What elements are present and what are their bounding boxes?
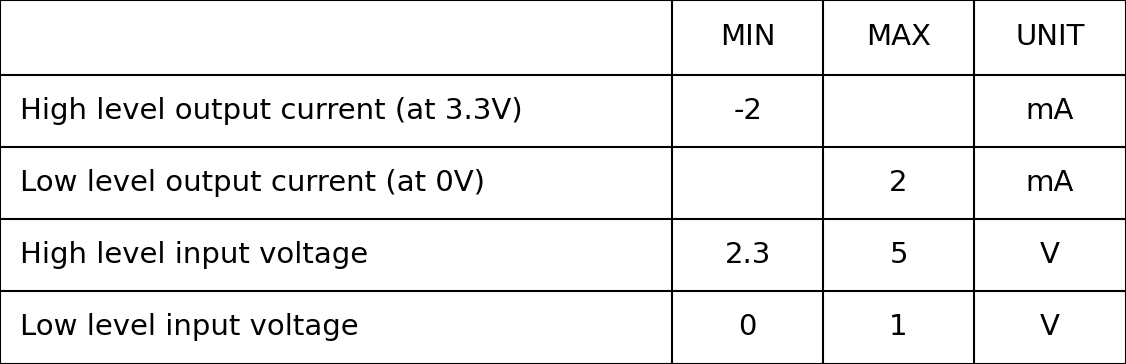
Text: High level input voltage: High level input voltage: [20, 241, 368, 269]
Text: V: V: [1040, 313, 1060, 341]
Text: High level output current (at 3.3V): High level output current (at 3.3V): [20, 97, 522, 124]
Text: MIN: MIN: [720, 23, 776, 51]
Text: UNIT: UNIT: [1016, 23, 1084, 51]
Text: mA: mA: [1026, 97, 1074, 124]
Text: 1: 1: [890, 313, 908, 341]
Text: 2.3: 2.3: [724, 241, 771, 269]
Text: MAX: MAX: [866, 23, 931, 51]
Text: 2: 2: [890, 169, 908, 197]
Text: mA: mA: [1026, 169, 1074, 197]
Text: Low level input voltage: Low level input voltage: [20, 313, 359, 341]
Text: 5: 5: [890, 241, 908, 269]
Text: -2: -2: [733, 97, 762, 124]
Text: V: V: [1040, 241, 1060, 269]
Text: Low level output current (at 0V): Low level output current (at 0V): [20, 169, 485, 197]
Text: 0: 0: [739, 313, 757, 341]
